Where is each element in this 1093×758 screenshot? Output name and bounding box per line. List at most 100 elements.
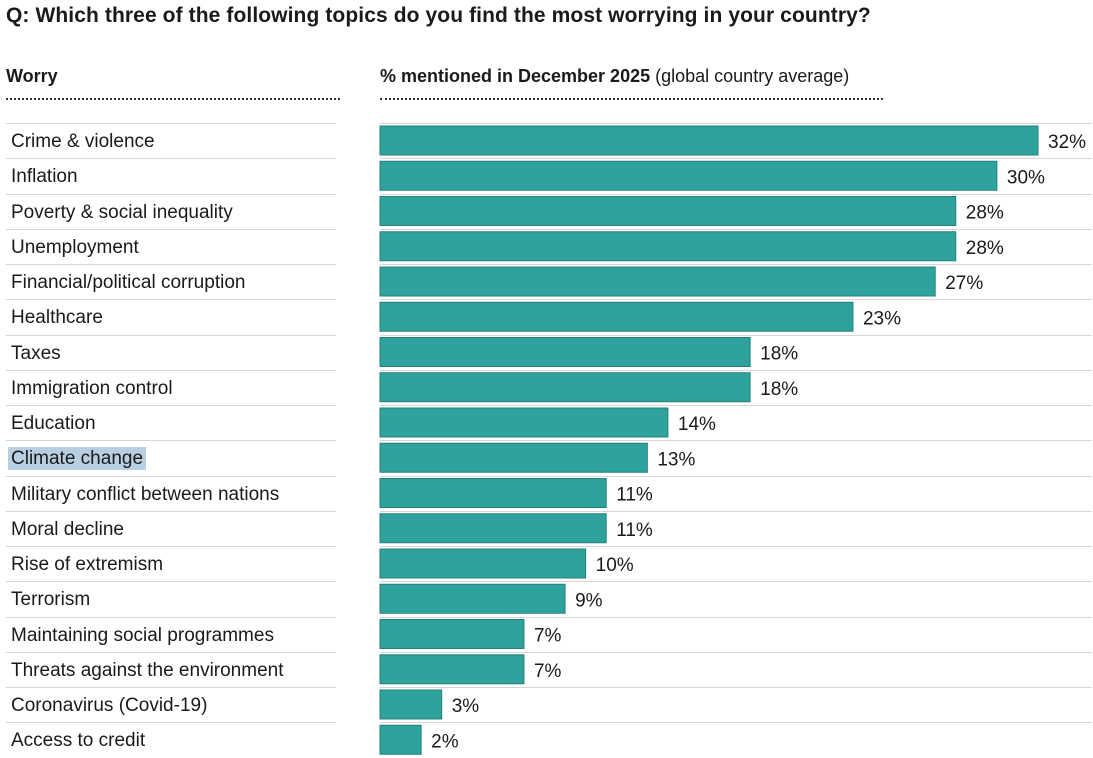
category-label: Military conflict between nations bbox=[8, 477, 338, 512]
row-divider bbox=[6, 651, 336, 653]
row-divider bbox=[6, 546, 336, 547]
value-label: 10% bbox=[596, 555, 634, 576]
category-label-text: Education bbox=[11, 413, 96, 434]
row-divider bbox=[380, 475, 1092, 477]
row-divider bbox=[380, 722, 1092, 724]
value-label: 23% bbox=[863, 308, 901, 329]
category-label-text: Maintaining social programmes bbox=[11, 624, 274, 646]
row-divider bbox=[6, 616, 336, 618]
bar bbox=[379, 231, 957, 262]
category-label: Education bbox=[8, 406, 338, 441]
category-label: Crime & violence bbox=[8, 124, 338, 159]
row-divider bbox=[380, 546, 1092, 547]
row-divider bbox=[6, 722, 336, 724]
row-divider bbox=[380, 616, 1092, 618]
bar bbox=[379, 724, 422, 755]
category-label-text: Unemployment bbox=[11, 236, 139, 258]
row-divider bbox=[380, 581, 1092, 583]
category-label: Threats against the environment bbox=[8, 653, 338, 688]
category-label: Taxes bbox=[8, 336, 338, 371]
bar bbox=[379, 478, 607, 508]
value-label: 18% bbox=[760, 344, 798, 365]
category-label: Coronavirus (Covid-19) bbox=[8, 688, 338, 723]
question-title: Q: Which three of the following topics d… bbox=[6, 4, 871, 27]
category-label-text: Terrorism bbox=[11, 589, 91, 611]
category-label-text: Inflation bbox=[11, 166, 78, 188]
row-divider bbox=[380, 651, 1092, 653]
category-label-text: Taxes bbox=[11, 342, 61, 364]
category-label-text: Poverty & social inequality bbox=[11, 201, 233, 223]
row-divider bbox=[6, 510, 336, 512]
row-divider bbox=[380, 334, 1092, 336]
row-divider bbox=[6, 440, 336, 442]
category-label-text: Crime & violence bbox=[11, 131, 155, 152]
row-divider bbox=[6, 581, 336, 583]
row-divider bbox=[6, 405, 336, 406]
category-label-text: Healthcare bbox=[11, 307, 103, 329]
row-divider bbox=[6, 299, 336, 301]
row-divider bbox=[6, 334, 336, 336]
value-label: 11% bbox=[616, 520, 653, 541]
bar bbox=[379, 266, 936, 297]
header-divider-left bbox=[6, 98, 340, 100]
row-divider bbox=[380, 369, 1092, 371]
value-label: 28% bbox=[966, 203, 1004, 224]
category-label: Climate change bbox=[8, 441, 338, 476]
row-divider bbox=[6, 475, 336, 477]
value-label: 9% bbox=[575, 590, 603, 611]
category-label-text: Threats against the environment bbox=[11, 659, 284, 681]
row-divider bbox=[380, 299, 1092, 301]
value-label: 13% bbox=[657, 449, 695, 470]
row-divider bbox=[6, 123, 336, 124]
category-label: Terrorism bbox=[8, 582, 338, 617]
value-label: 11% bbox=[616, 485, 653, 506]
bar bbox=[379, 196, 957, 226]
bar bbox=[379, 160, 998, 191]
percent-header-text: % mentioned in December 2025 bbox=[380, 66, 651, 86]
row-divider bbox=[6, 264, 336, 265]
header-divider-right bbox=[380, 98, 883, 100]
category-label: Inflation bbox=[8, 159, 338, 194]
value-label: 18% bbox=[760, 379, 798, 400]
bar bbox=[379, 125, 1039, 156]
category-label: Access to credit bbox=[8, 723, 338, 758]
row-divider bbox=[380, 687, 1092, 688]
bar bbox=[379, 548, 587, 579]
bar bbox=[379, 513, 607, 544]
worry-header-text: Worry bbox=[6, 66, 58, 86]
bar bbox=[379, 337, 751, 367]
value-label: 2% bbox=[431, 731, 459, 752]
value-label: 32% bbox=[1048, 132, 1086, 153]
row-divider bbox=[380, 193, 1092, 195]
row-divider bbox=[6, 228, 336, 230]
row-divider bbox=[6, 158, 336, 160]
category-label: Moral decline bbox=[8, 512, 338, 547]
bar bbox=[379, 654, 525, 685]
category-label: Healthcare bbox=[8, 300, 338, 335]
row-divider bbox=[380, 158, 1092, 160]
category-label-text: Financial/political corruption bbox=[11, 272, 246, 293]
row-divider bbox=[380, 228, 1092, 230]
bar bbox=[379, 583, 566, 614]
value-label: 7% bbox=[534, 661, 562, 682]
category-label-text: Access to credit bbox=[11, 730, 146, 752]
category-label-text: Moral decline bbox=[11, 518, 124, 540]
row-divider bbox=[380, 510, 1092, 512]
category-label: Rise of extremism bbox=[8, 547, 338, 582]
row-divider bbox=[380, 123, 1092, 124]
category-label: Financial/political corruption bbox=[8, 265, 338, 300]
value-label: 27% bbox=[945, 273, 983, 294]
percent-header-note: (global country average) bbox=[655, 66, 850, 86]
bar bbox=[379, 301, 854, 332]
bar bbox=[379, 689, 443, 720]
category-label: Unemployment bbox=[8, 230, 338, 265]
bar bbox=[379, 407, 669, 438]
row-divider bbox=[6, 687, 336, 688]
row-divider bbox=[380, 405, 1092, 406]
bar bbox=[379, 619, 525, 649]
column-header-percent: % mentioned in December 2025 (global cou… bbox=[380, 66, 849, 87]
column-header-worry: Worry bbox=[6, 66, 58, 87]
row-divider bbox=[6, 193, 336, 195]
category-label: Poverty & social inequality bbox=[8, 195, 338, 230]
category-label-text: Coronavirus (Covid-19) bbox=[11, 695, 208, 716]
